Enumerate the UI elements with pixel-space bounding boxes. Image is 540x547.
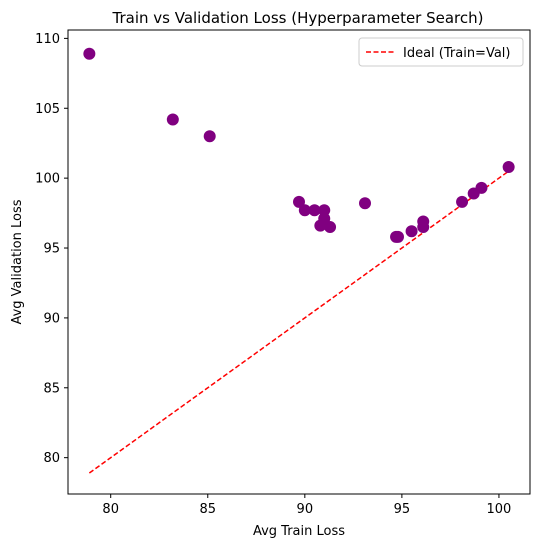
legend: Ideal (Train=Val)	[358, 37, 524, 67]
scatter-point	[475, 181, 488, 194]
x-tick-label: 95	[394, 502, 411, 517]
y-axis: 80 85 90 95 100 105 110	[35, 32, 68, 466]
x-tick-label: 80	[102, 502, 119, 517]
y-tick-label: 95	[43, 242, 60, 257]
plot-area	[83, 47, 515, 474]
scatter-point	[166, 113, 179, 126]
scatter-point	[502, 160, 515, 173]
y-tick-label: 85	[43, 381, 60, 396]
y-tick-label: 100	[35, 172, 60, 187]
scatter-point	[318, 212, 331, 225]
y-tick-label: 90	[43, 311, 60, 326]
scatter-point	[83, 47, 96, 60]
scatter-point	[293, 195, 305, 208]
scatter-point	[456, 195, 469, 208]
plot-frame	[67, 29, 531, 495]
x-axis-label: Avg Train Loss	[253, 524, 345, 539]
scatter-point	[318, 204, 331, 217]
y-tick-label: 110	[35, 32, 60, 47]
y-axis-label: Avg Validation Loss	[10, 199, 25, 324]
x-tick-label: 85	[199, 502, 216, 517]
scatter-point	[324, 221, 337, 234]
scatter-point	[405, 225, 418, 238]
y-tick-label: 105	[35, 102, 60, 117]
legend-box	[358, 37, 524, 67]
scatter-point	[298, 204, 311, 217]
scatter-point	[392, 230, 404, 243]
x-tick-label: 90	[297, 502, 314, 517]
x-axis: 80 85 90 95 100	[102, 494, 511, 517]
x-tick-label: 100	[487, 502, 512, 517]
y-tick-label: 80	[43, 451, 60, 466]
ideal-line	[88, 170, 510, 474]
scatter-point	[359, 197, 371, 210]
scatter-point	[203, 130, 216, 143]
legend-ideal-label: Ideal (Train=Val)	[403, 46, 511, 61]
scatter-point	[308, 204, 321, 217]
scatter-point	[417, 215, 430, 228]
chart-title: Train vs Validation Loss (Hyperparameter…	[112, 9, 484, 27]
